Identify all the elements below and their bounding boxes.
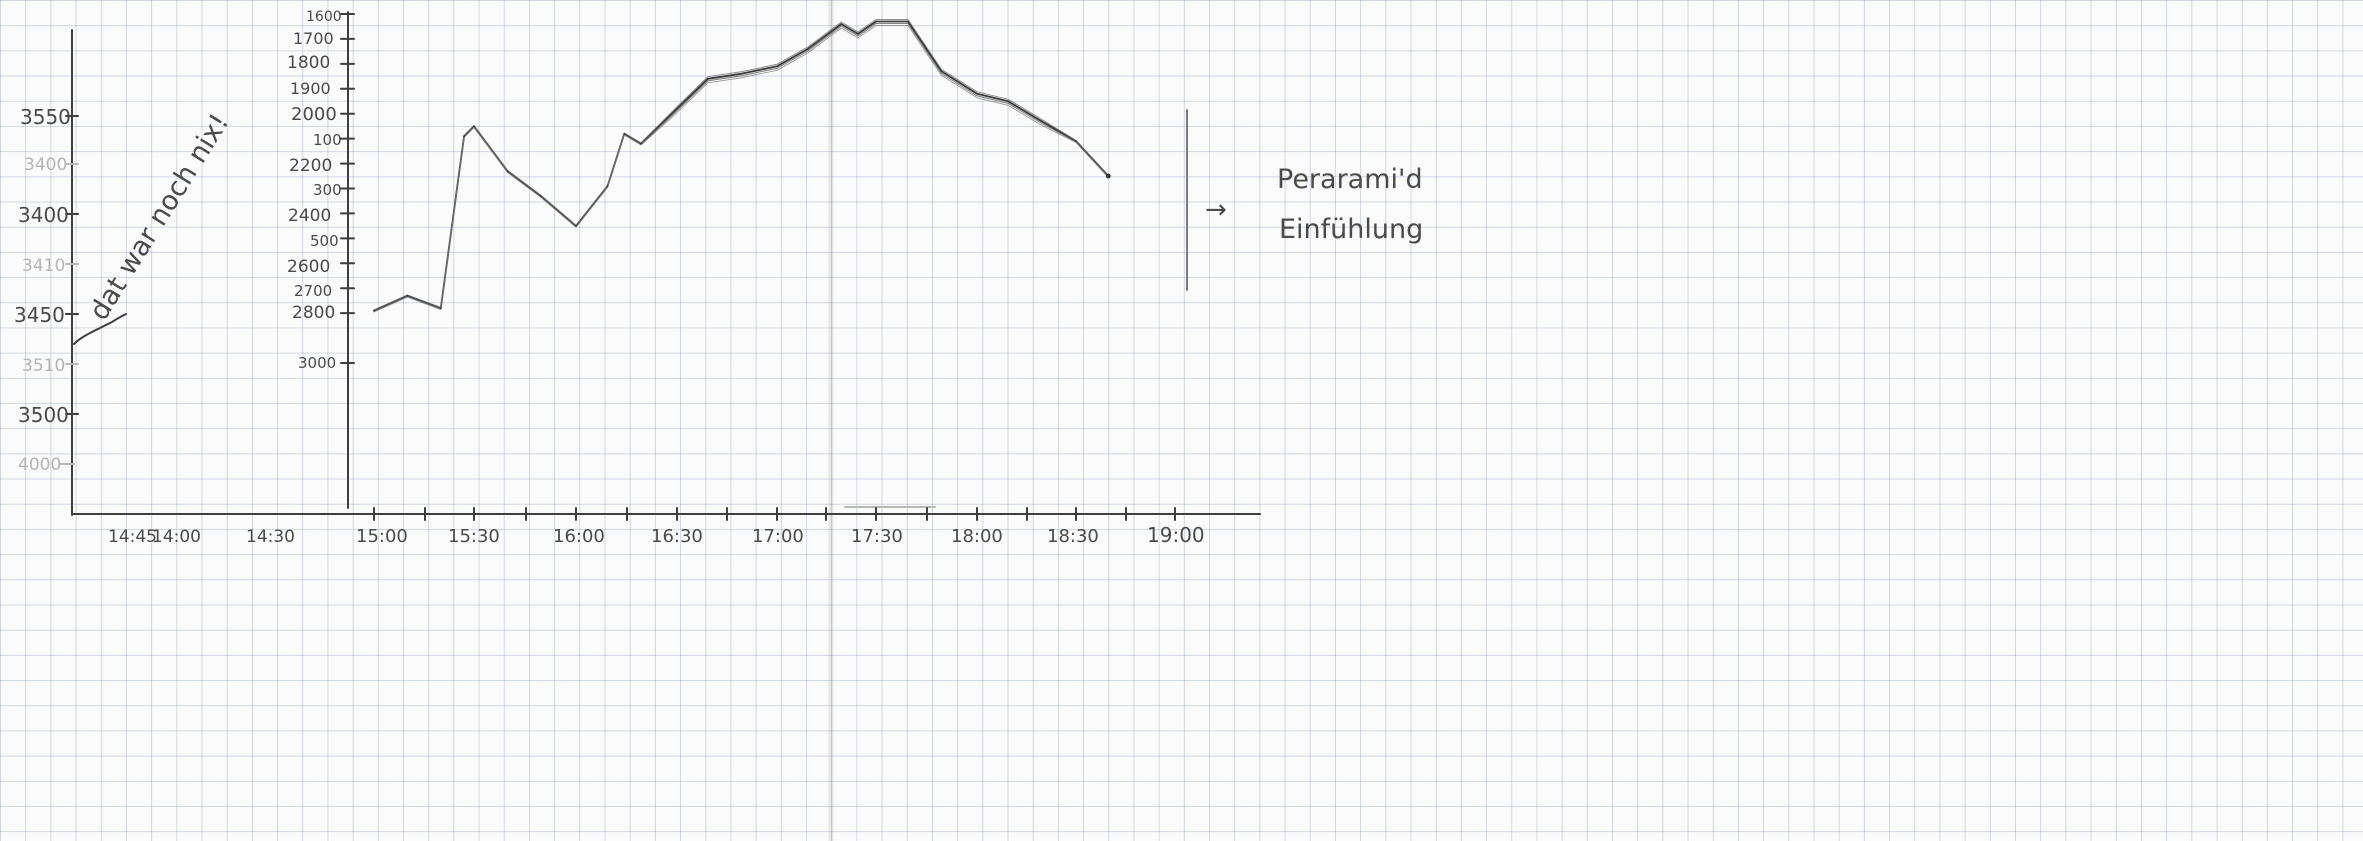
- x-tick-label: 17:00: [752, 526, 804, 547]
- data-point: [907, 21, 909, 23]
- x-tick-label: 18:30: [1047, 526, 1099, 547]
- right-note-line-1: Perarami'd: [1277, 164, 1423, 195]
- series-line-retrace: [374, 20, 1108, 310]
- data-point: [941, 71, 943, 73]
- x-tick-label: 18:00: [951, 526, 1003, 547]
- x-tick-label: 16:00: [553, 526, 605, 547]
- data-point: [1041, 120, 1043, 122]
- series-line: [374, 22, 1108, 311]
- data-point: [841, 23, 843, 25]
- data-point: [676, 108, 678, 110]
- left-tick-label: 3500: [18, 403, 69, 427]
- tick-layer: [341, 14, 1175, 520]
- x-tick-label: 17:30: [851, 526, 903, 547]
- data-point: [507, 170, 509, 172]
- data-point: [575, 225, 577, 227]
- data-point: [857, 33, 859, 35]
- data-point: [1007, 101, 1009, 103]
- data-point: [640, 143, 642, 145]
- data-point: [463, 135, 465, 137]
- data-point: [1106, 174, 1111, 179]
- data-point: [707, 78, 709, 80]
- right-tick-label: 2400: [288, 206, 331, 226]
- data-point: [473, 125, 475, 127]
- series-line-retrace: [374, 26, 1108, 313]
- right-tick-label: 1700: [293, 29, 334, 48]
- right-tick-label: 1600: [306, 9, 342, 25]
- x-tick-label: 15:00: [356, 526, 408, 547]
- data-point: [607, 185, 609, 187]
- right-tick-label: 2800: [292, 303, 335, 323]
- right-tick-label: 300: [313, 181, 342, 199]
- x-tick-label: 14:00: [152, 527, 201, 547]
- data-point: [776, 66, 778, 68]
- right-note-line-2: Einfühlung: [1279, 214, 1423, 245]
- x-tick-label: 15:30: [448, 526, 500, 547]
- series-line-retrace: [374, 24, 1108, 312]
- x-tick-label: 14:45: [108, 527, 157, 547]
- data-point: [807, 48, 809, 50]
- left-tick-label-faint: 3410: [22, 256, 65, 276]
- left-tick-label: 3450: [14, 303, 65, 327]
- left-tick-label: 3400: [18, 203, 69, 227]
- data-point: [976, 93, 978, 95]
- right-tick-label: 2700: [294, 282, 332, 300]
- left-tick-label-faint: 4000: [18, 455, 61, 475]
- data-point: [540, 195, 542, 197]
- right-tick-label: 500: [310, 232, 339, 250]
- left-tick-label-faint: 3510: [22, 356, 65, 376]
- data-point: [740, 73, 742, 75]
- x-tick-label: 19:00: [1147, 523, 1205, 547]
- right-tick-label: 1900: [290, 79, 331, 98]
- left-tick-label: 3550: [20, 105, 71, 129]
- x-tick-label: 14:30: [246, 527, 295, 547]
- data-point: [624, 133, 626, 135]
- right-tick-label: 100: [313, 131, 342, 149]
- right-tick-label: 3000: [298, 354, 336, 372]
- right-tick-label: 2200: [289, 156, 332, 176]
- data-point: [1075, 140, 1077, 142]
- left-tick-label-faint: 3400: [24, 155, 67, 175]
- right-arrow-icon: →: [1205, 195, 1227, 225]
- x-tick-label: 16:30: [651, 526, 703, 547]
- right-tick-label: 2000: [291, 104, 337, 125]
- right-tick-label: 1800: [287, 53, 330, 73]
- data-point: [875, 21, 877, 23]
- data-point: [373, 310, 375, 312]
- data-point: [440, 307, 442, 309]
- data-point: [407, 295, 409, 297]
- right-tick-label: 2600: [287, 257, 330, 277]
- left-handwritten-note: dat war noch nix!: [84, 108, 236, 325]
- series-layer: [373, 20, 1111, 313]
